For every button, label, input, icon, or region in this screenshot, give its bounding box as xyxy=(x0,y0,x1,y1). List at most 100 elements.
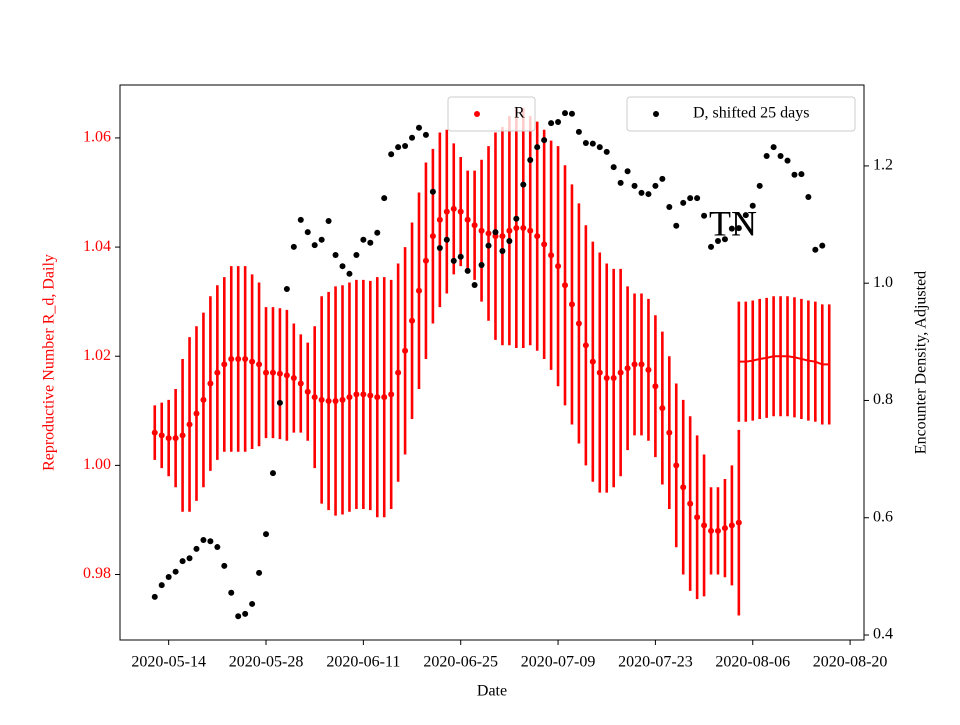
data-point xyxy=(464,267,471,274)
data-point xyxy=(186,555,193,562)
x-tick-label: 2020-05-28 xyxy=(229,654,304,671)
data-point xyxy=(200,396,207,403)
data-point xyxy=(603,148,610,155)
legend-label: D, shifted 25 days xyxy=(693,105,809,122)
data-point xyxy=(395,369,402,376)
data-point xyxy=(353,252,360,259)
data-point xyxy=(721,236,728,243)
data-point xyxy=(687,500,694,507)
data-point xyxy=(242,355,249,362)
data-point xyxy=(422,257,429,264)
legend-marker xyxy=(474,111,480,117)
data-point xyxy=(276,370,283,377)
x-tick-label: 2020-07-09 xyxy=(521,654,596,671)
data-point xyxy=(513,224,520,231)
plot-frame xyxy=(119,84,865,641)
data-point xyxy=(527,227,534,234)
data-point xyxy=(179,432,186,439)
data-point xyxy=(360,391,367,398)
data-point xyxy=(728,225,735,232)
data-point xyxy=(701,212,708,219)
data-point xyxy=(381,394,388,401)
data-point xyxy=(290,375,297,382)
data-point xyxy=(304,229,311,236)
data-point xyxy=(728,522,735,529)
data-point xyxy=(721,525,728,532)
data-point xyxy=(610,164,617,171)
data-point xyxy=(652,182,659,189)
data-point xyxy=(534,144,541,151)
y-axis-label: Reproductive Number R_d, Daily xyxy=(41,254,58,471)
data-point xyxy=(624,168,631,175)
y-tick-label: 1.04 xyxy=(83,238,111,255)
data-point xyxy=(548,120,555,127)
data-point xyxy=(395,144,402,151)
data-point xyxy=(645,366,652,373)
data-point xyxy=(687,195,694,202)
data-point xyxy=(624,365,631,372)
data-point xyxy=(269,470,276,477)
data-point xyxy=(666,203,673,210)
data-point xyxy=(548,252,555,259)
data-point xyxy=(346,394,353,401)
data-point xyxy=(409,317,416,324)
data-point xyxy=(596,144,603,151)
data-point xyxy=(221,361,228,368)
data-point xyxy=(158,432,165,439)
data-point xyxy=(249,358,256,365)
data-point xyxy=(290,243,297,250)
data-point xyxy=(652,383,659,390)
data-point xyxy=(485,242,492,249)
data-point xyxy=(172,568,179,575)
data-point xyxy=(805,193,812,200)
data-point xyxy=(332,397,339,404)
data-point xyxy=(200,537,207,544)
data-point xyxy=(249,600,256,607)
data-point xyxy=(673,462,680,469)
data-point xyxy=(172,435,179,442)
data-point xyxy=(575,128,582,135)
data-point xyxy=(694,514,701,521)
data-point xyxy=(471,222,478,229)
data-point xyxy=(471,281,478,288)
data-point xyxy=(568,301,575,308)
x-tick-label: 2020-08-20 xyxy=(813,654,888,671)
data-point xyxy=(339,396,346,403)
data-point xyxy=(541,241,548,248)
data-point xyxy=(506,237,513,244)
data-point xyxy=(165,573,172,580)
data-line xyxy=(738,355,830,366)
data-point xyxy=(367,392,374,399)
data-point xyxy=(617,179,624,186)
y2-tick-label: 0.6 xyxy=(873,508,893,525)
data-point xyxy=(513,215,520,222)
data-point xyxy=(256,569,263,576)
data-point xyxy=(256,361,263,368)
legend-box xyxy=(626,96,856,132)
data-point xyxy=(457,208,464,215)
data-point xyxy=(318,396,325,403)
data-point xyxy=(742,212,749,219)
data-point xyxy=(311,242,318,249)
data-point xyxy=(708,243,715,250)
data-point xyxy=(436,245,443,252)
data-point xyxy=(610,375,617,382)
data-point xyxy=(596,369,603,376)
data-point xyxy=(464,216,471,223)
data-point xyxy=(450,257,457,264)
data-point xyxy=(360,236,367,243)
data-point xyxy=(374,394,381,401)
data-point xyxy=(228,589,235,596)
data-point xyxy=(520,181,527,188)
data-point xyxy=(708,527,715,534)
data-point xyxy=(589,358,596,365)
data-point xyxy=(756,182,763,189)
data-point xyxy=(443,236,450,243)
y2-tick-label: 0.4 xyxy=(873,626,893,643)
data-point xyxy=(659,175,666,182)
data-point xyxy=(631,182,638,189)
y2-tick-label: 1.0 xyxy=(873,274,893,291)
x-tick-label: 2020-07-23 xyxy=(618,654,693,671)
data-point xyxy=(589,140,596,147)
